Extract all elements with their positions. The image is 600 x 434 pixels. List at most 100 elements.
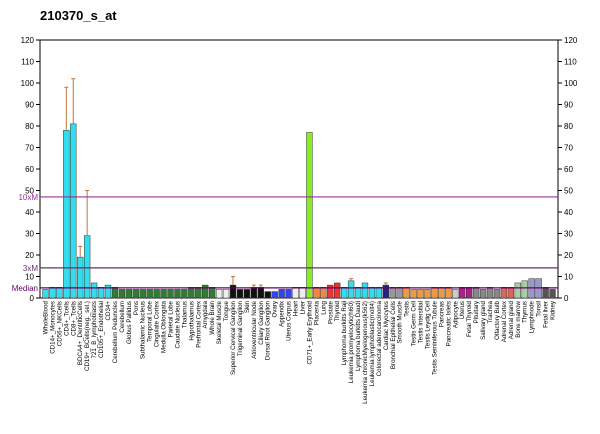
- y2-tick-label: 50: [564, 187, 573, 196]
- bar: [347, 280, 355, 299]
- y-tick-label: 40: [25, 208, 34, 217]
- bar: [382, 284, 389, 299]
- y-tick-label: 80: [25, 122, 34, 131]
- bar: [278, 289, 285, 299]
- x-tick-label: Dorsal Root Ganglion: [265, 300, 272, 360]
- x-tick-label: Appendix: [279, 300, 286, 327]
- bar: [195, 287, 202, 299]
- bar: [42, 289, 49, 299]
- bar: [250, 287, 258, 299]
- bar: [396, 287, 403, 299]
- x-tick-label: CD4+_Tcells: [63, 301, 70, 336]
- x-tick-label: Olfactory Bulb: [494, 300, 501, 339]
- bar: [375, 287, 383, 299]
- bar: [222, 289, 230, 299]
- x-tick-label: Uterus: [459, 301, 466, 319]
- y2-tick-label: 100: [564, 79, 578, 88]
- x-tick-label: CD19+_BCells(neg._sel.): [84, 301, 91, 371]
- x-tick-label: Pancreatic Islets: [445, 301, 452, 346]
- x-tick-label: CD105+_Endothelial: [98, 301, 105, 358]
- x-tick-label: Temporal Lobe: [147, 300, 154, 341]
- x-tick-label: Parietal Lobe: [168, 300, 175, 337]
- x-tick-label: Smooth Muscle: [397, 300, 404, 343]
- y-tick-label: 20: [25, 251, 34, 260]
- x-tick-label: CD56+_NKCells: [56, 301, 63, 346]
- bar: [410, 289, 417, 299]
- x-tick-label: Leukemia promyelocytic(hl60): [348, 301, 355, 383]
- bar: [188, 287, 195, 299]
- x-tick-label: Trigeminal Ganglion: [237, 300, 244, 356]
- bar: [438, 287, 445, 299]
- bar: [292, 287, 299, 299]
- x-tick-label: Medulla Oblongata: [161, 300, 168, 352]
- x-tick-label: Skin: [244, 300, 251, 313]
- x-tick-label: Lymphoma burkitts Raji: [341, 301, 348, 365]
- bar: [521, 280, 528, 299]
- x-tick-label: Colorectal adenocarcinoma: [376, 300, 383, 376]
- x-tick-label: Uterus Corpus: [286, 301, 293, 341]
- reference-label: Median: [12, 284, 38, 293]
- bar: [507, 287, 515, 299]
- bar: [479, 289, 487, 299]
- y-tick-label: 30: [25, 230, 34, 239]
- bar: [139, 289, 146, 299]
- bar: [334, 282, 341, 299]
- x-tick-label: Ciliary Ganglion: [258, 300, 265, 344]
- x-tick-label: Superior Cervical Ganglion: [230, 300, 237, 375]
- y2-tick-label: 80: [564, 122, 573, 131]
- bar: [299, 287, 306, 299]
- y-tick-label: 70: [25, 144, 34, 153]
- bar: [361, 282, 369, 299]
- bar: [229, 284, 237, 299]
- x-tick-label: Testis Leydig Cell: [425, 301, 432, 349]
- x-tick-label: Bone marrow: [515, 300, 522, 337]
- bar: [63, 130, 70, 299]
- x-tick-label: Liver: [299, 301, 306, 314]
- bar: [459, 287, 466, 299]
- y-tick-label: 0: [30, 294, 35, 303]
- x-tick-label: Cerebellum: [119, 301, 126, 333]
- x-tick-label: Adipocyte: [452, 300, 459, 328]
- bar: [49, 287, 56, 299]
- bar: [514, 282, 521, 299]
- bar: [153, 289, 160, 299]
- y-tick-label: 60: [25, 165, 34, 174]
- x-tick-label: BDCA4+_DentriticCells: [77, 301, 84, 365]
- x-tick-label: Thymus: [522, 301, 529, 323]
- bar: [445, 287, 452, 299]
- bar: [549, 289, 556, 299]
- x-tick-label: Salivary gland: [480, 300, 487, 339]
- x-tick-label: Prostate: [327, 300, 334, 324]
- x-tick-label: Atrioventricular Node: [251, 300, 258, 358]
- bar: [542, 287, 549, 299]
- x-tick-label: Testis: [404, 301, 411, 317]
- x-tick-label: Whole Brain: [209, 300, 216, 334]
- x-tick-label: Globus Pallidus: [126, 301, 133, 344]
- y2-tick-label: 30: [564, 230, 573, 239]
- bar: [320, 287, 327, 299]
- x-tick-label: Fetal Thyroid: [466, 300, 473, 337]
- x-tick-label: 721_B_lymphoblasts: [91, 301, 98, 358]
- bar: [306, 132, 313, 299]
- y2-tick-label: 110: [564, 58, 577, 67]
- x-tick-label: Thalamus: [181, 301, 188, 328]
- bar: [160, 289, 167, 299]
- x-tick-label: Cingulate Cortex: [154, 300, 161, 347]
- bar: [146, 289, 153, 299]
- x-tick-label: Pituitary: [473, 300, 480, 323]
- bar: [202, 284, 209, 299]
- bar: [70, 123, 77, 299]
- x-tick-label: CD8+_Tcells: [70, 301, 77, 336]
- x-tick-label: Testis Seminiferous Tubule: [431, 300, 438, 374]
- bar: [368, 287, 376, 299]
- x-tick-label: Leukemia chronicMyelogenous(k562): [362, 301, 369, 404]
- y-tick-label: 90: [25, 101, 34, 110]
- y-tick-label: 120: [21, 36, 35, 45]
- x-tick-label: Adrenal gland: [508, 300, 515, 339]
- y2-tick-label: 70: [564, 144, 573, 153]
- bar: [466, 287, 473, 299]
- x-tick-label: Subthalamic Nucleus: [140, 301, 147, 359]
- reference-label: 3xM: [23, 264, 38, 273]
- bar: [174, 289, 181, 299]
- bar: [243, 289, 251, 299]
